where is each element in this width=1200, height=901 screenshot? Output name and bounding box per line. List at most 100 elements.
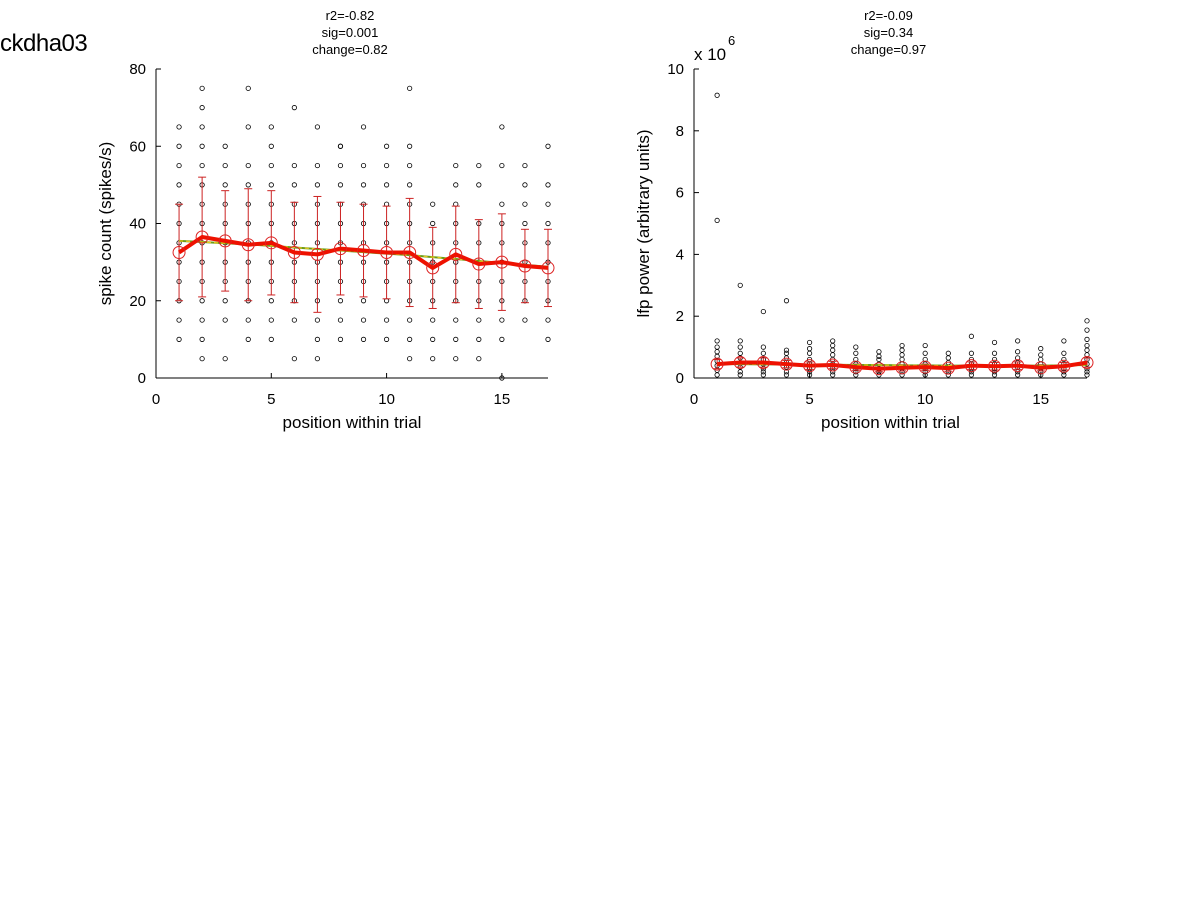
mean-marker <box>895 361 909 375</box>
data-point <box>1015 338 1021 344</box>
data-point <box>760 350 766 356</box>
mean-marker <box>380 245 394 259</box>
mean-marker <box>310 247 324 261</box>
stat-line: r2=-0.82 <box>326 8 375 23</box>
mean-marker <box>941 361 955 375</box>
mean-marker <box>872 362 886 376</box>
data-point <box>245 162 251 169</box>
data-point <box>968 372 975 378</box>
data-point <box>199 162 205 169</box>
data-point <box>222 162 228 169</box>
data-point <box>176 143 182 149</box>
data-point <box>522 317 528 323</box>
data-point <box>360 182 367 188</box>
y-tick-label: 0 <box>138 370 146 387</box>
y-tick-label: 40 <box>129 216 146 233</box>
mean-line <box>716 360 1088 371</box>
data-point <box>199 298 205 304</box>
data-point <box>383 317 390 323</box>
mean-marker <box>964 359 978 373</box>
data-point <box>222 356 228 362</box>
data-point <box>360 336 367 342</box>
data-point <box>268 124 274 130</box>
scale-note: x 10 <box>694 45 726 64</box>
data-point <box>199 105 205 111</box>
data-point <box>268 317 274 323</box>
data-point <box>222 182 228 188</box>
data-point <box>760 369 766 375</box>
data-point <box>876 349 882 355</box>
data-point <box>1084 336 1090 342</box>
mean-marker <box>472 257 486 271</box>
data-point <box>1084 342 1090 349</box>
data-point <box>407 162 413 169</box>
data-point <box>337 317 344 323</box>
mean-marker <box>733 356 747 370</box>
data-point <box>1038 352 1044 358</box>
data-point <box>199 336 205 342</box>
data-point <box>407 317 413 323</box>
data-point <box>737 344 743 350</box>
mean-marker <box>803 359 817 373</box>
mean-marker <box>1034 361 1048 375</box>
data-point <box>1061 338 1067 344</box>
data-point <box>268 298 274 304</box>
mean-line <box>177 235 549 270</box>
data-point <box>407 182 413 188</box>
x-axis-label: position within trial <box>821 413 960 432</box>
x-tick-label: 15 <box>494 391 511 408</box>
data-point <box>245 85 251 91</box>
data-point <box>830 372 836 378</box>
mean-marker <box>756 356 770 370</box>
data-point <box>522 162 528 169</box>
data-point <box>545 143 551 149</box>
data-point <box>899 347 905 353</box>
data-point <box>407 85 413 91</box>
data-point <box>314 356 321 362</box>
stat-line: r2=-0.09 <box>864 8 913 23</box>
mean-marker <box>403 245 417 259</box>
data-point <box>876 353 882 359</box>
data-point <box>176 182 182 188</box>
data-point <box>245 182 251 188</box>
mean-marker <box>710 357 724 371</box>
data-point <box>360 162 367 169</box>
data-point <box>760 372 766 378</box>
data-point <box>337 162 344 169</box>
x-tick-label: 5 <box>805 391 813 408</box>
data-point <box>199 85 205 91</box>
data-point <box>383 182 390 188</box>
data-point <box>360 317 367 323</box>
stat-line: sig=0.001 <box>322 25 379 40</box>
data-point <box>499 201 505 207</box>
data-point <box>899 352 905 358</box>
data-point <box>806 372 813 378</box>
data-point <box>899 342 905 349</box>
data-point <box>453 182 459 188</box>
data-point <box>714 217 720 224</box>
data-point <box>737 372 743 378</box>
data-point <box>522 182 528 188</box>
stat-line: change=0.97 <box>851 42 927 57</box>
data-point <box>853 350 859 356</box>
data-point <box>314 162 321 169</box>
data-point <box>453 317 459 323</box>
data-point <box>314 336 321 342</box>
mean-marker <box>495 255 509 269</box>
data-point <box>806 350 813 356</box>
data-point <box>714 338 720 344</box>
data-point <box>314 124 321 130</box>
mean-marker <box>826 358 840 372</box>
data-point <box>1038 372 1044 378</box>
chart-panel-2: 0 2 4 6 8 10 0 5 10 15 position within trial lfp po… <box>634 8 1094 432</box>
data-point <box>522 201 528 207</box>
data-point <box>245 124 251 130</box>
y-tick-label: 8 <box>676 123 684 140</box>
y-tick-label: 0 <box>676 370 684 387</box>
data-point <box>1061 350 1067 356</box>
data-point <box>499 336 505 342</box>
mean-marker <box>1011 359 1025 373</box>
data-point <box>899 356 905 363</box>
mean-marker <box>172 245 186 259</box>
